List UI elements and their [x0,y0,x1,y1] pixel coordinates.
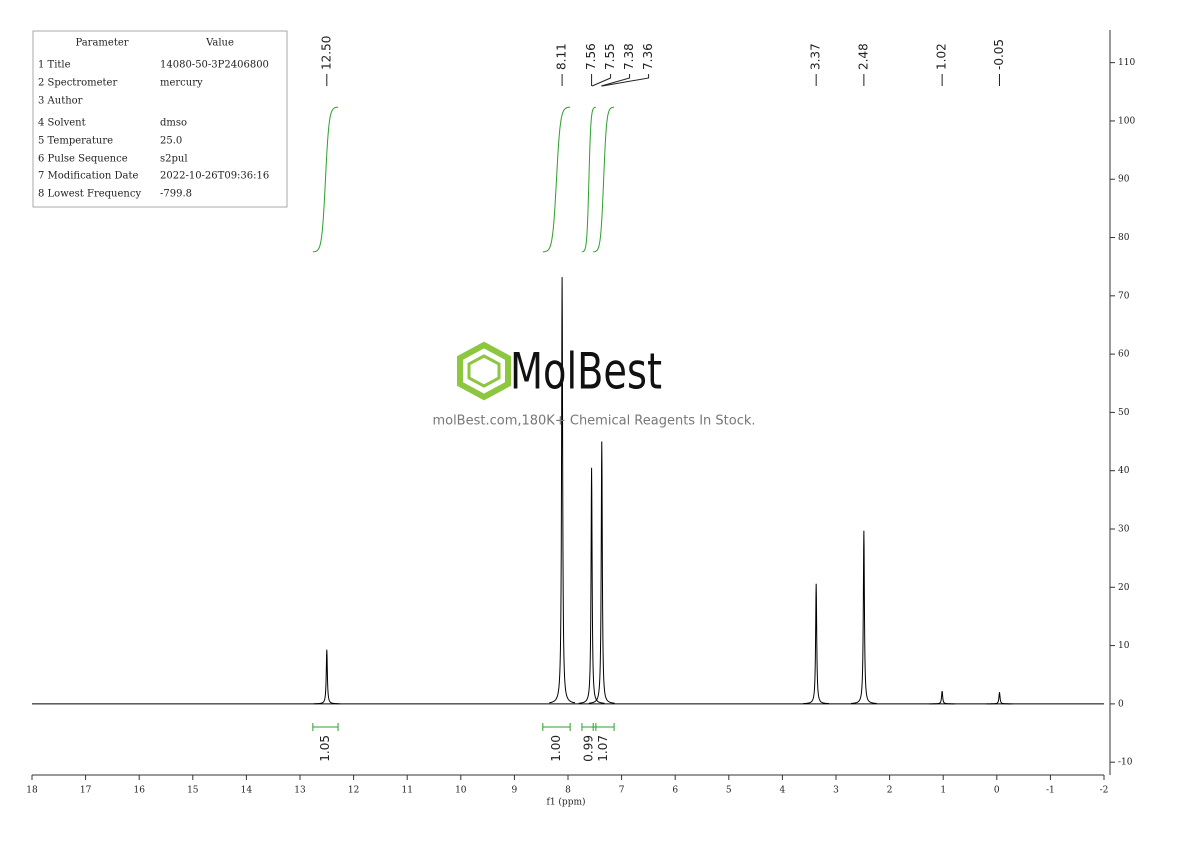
peak [929,690,955,705]
logo-icon [457,341,511,401]
integral-curve [593,106,615,253]
y-tick-label: 50 [1118,408,1130,418]
y-tick-label: 0 [1118,699,1124,709]
peak [313,649,340,705]
integral-bracket [542,723,571,731]
tagline: molBest.com,180K+ Chemical Reagents In S… [432,414,755,429]
peak [986,692,1013,705]
x-tick-label: 15 [187,786,199,796]
peak [588,441,615,704]
param-value: s2pul [160,154,188,165]
watermark: MolBest molBest.com,180K+ Chemical Reage… [432,341,756,429]
y-tick-label: 90 [1118,175,1130,185]
param-name: 5 Temperature [38,136,113,147]
param-value: 2022-10-26T09:36:16 [160,171,269,182]
integral-label: 1.00 [549,735,563,762]
y-tick-label: -10 [1118,758,1133,768]
param-value: dmso [160,118,187,129]
param-name: 1 Title [38,60,71,71]
y-tick-label: 10 [1118,641,1130,651]
integral-curve [581,106,596,253]
table-header: Parameter [75,38,128,49]
peak [578,467,605,704]
x-tick-label: 4 [780,786,786,796]
y-tick-label: 60 [1118,350,1130,360]
y-tick-label: 20 [1118,583,1130,593]
parameter-box [32,30,288,208]
param-name: 3 Author [38,96,83,107]
peak-label: 7.36 [641,43,655,70]
integral-curve [542,106,571,253]
param-name: 4 Solvent [38,118,86,129]
peak-label: 7.55 [603,43,617,70]
param-value: 14080-50-3P2406800 [160,60,269,71]
y-tick-label: 80 [1118,233,1130,243]
x-tick-label: 8 [565,786,571,796]
integral-label: 1.07 [596,735,610,762]
x-tick-label: 1 [940,786,946,796]
x-tick-label: -2 [1100,786,1109,796]
peak [803,583,830,705]
x-tick-label: 7 [619,786,625,796]
param-name: 2 Spectrometer [38,78,117,89]
y-tick-label: 110 [1118,58,1135,68]
x-tick-label: 18 [26,786,38,796]
integral-label: 1.05 [318,735,332,762]
param-name: 6 Pulse Sequence [38,154,128,165]
y-tick-label: 40 [1118,466,1130,476]
integral-bracket [592,723,615,731]
peak [850,530,877,704]
x-tick-label: 11 [401,786,412,796]
param-name: 8 Lowest Frequency [38,189,141,200]
x-axis-label: f1 (ppm) [547,797,586,808]
y-tick-label: 30 [1118,524,1130,534]
x-tick-label: 2 [887,786,893,796]
logo-text: MolBest [510,343,662,401]
peak-label: 7.38 [622,43,636,70]
param-value: mercury [160,78,203,89]
peak-label: 8.11 [555,43,569,70]
integral-curve [312,106,339,253]
integral-label: 0.99 [581,735,595,762]
param-name: 7 Modification Date [38,171,138,182]
x-tick-label: -1 [1046,786,1055,796]
param-value: -799.8 [160,189,192,200]
peak-label: -0.05 [992,39,1006,70]
x-tick-label: 17 [80,786,92,796]
x-tick-label: 14 [241,786,253,796]
integral-bracket [312,723,339,731]
peak-label-leader [602,74,650,87]
x-tick-label: 3 [833,786,839,796]
x-tick-label: 10 [455,786,467,796]
x-tick-label: 5 [726,786,732,796]
y-tick-label: 100 [1118,116,1135,126]
peak-label: 7.56 [584,43,598,70]
peak-label: 1.02 [935,43,949,70]
param-value: 25.0 [160,136,182,147]
x-tick-label: 9 [512,786,518,796]
logo-icon-inner [467,354,501,388]
peak-label-leader [601,74,631,87]
x-tick-label: 6 [672,786,678,796]
x-tick-label: 16 [133,786,145,796]
x-tick-label: 0 [994,786,1000,796]
peak-label: 12.50 [319,36,333,70]
x-tick-label: 12 [348,786,359,796]
peak [549,277,576,704]
table-header: Value [205,38,234,49]
peak-label-leader [591,74,612,87]
peak-label: 3.37 [809,43,823,70]
y-tick-label: 70 [1118,291,1130,301]
peak-label: 2.48 [856,43,870,70]
x-tick-label: 13 [294,786,306,796]
